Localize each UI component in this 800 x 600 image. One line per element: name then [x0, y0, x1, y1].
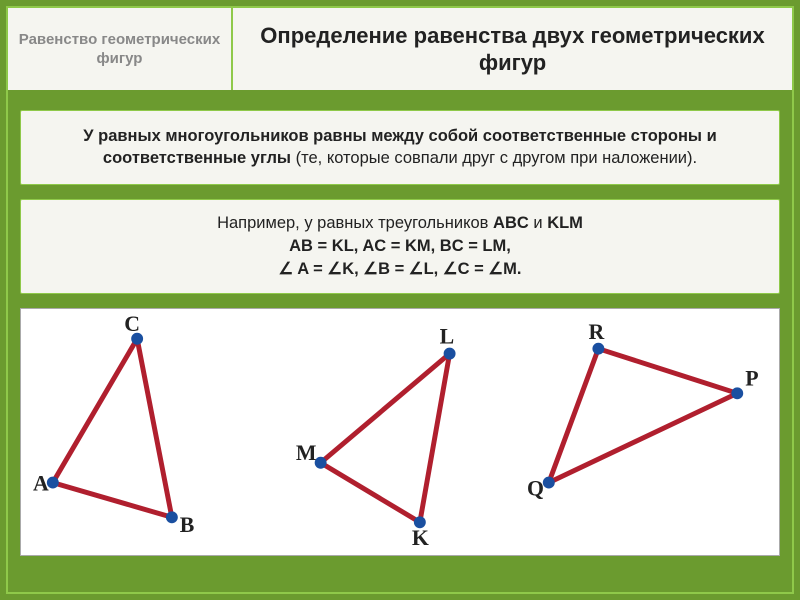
vertex-label: L	[440, 325, 455, 349]
triangle-edge	[321, 463, 420, 523]
triangle-edge	[53, 482, 172, 517]
vertex-label: Q	[527, 476, 544, 500]
vertex-dot	[444, 347, 456, 359]
example-line2: AB = KL, AC = KM, BC = LM,	[39, 235, 761, 258]
subtitle-text: Равенство геометрических фигур	[13, 30, 226, 69]
vertex-label: M	[296, 441, 317, 465]
example-line3: ∠ A = ∠K, ∠B = ∠L, ∠C = ∠M.	[39, 258, 761, 281]
vertex-label: K	[412, 526, 429, 550]
triangle-edge	[137, 339, 172, 518]
example-box: Например, у равных треугольников ABC и K…	[20, 199, 780, 294]
vertex-dot	[592, 343, 604, 355]
triangle-edge	[598, 348, 737, 393]
subtitle-tab: Равенство геометрических фигур	[8, 8, 233, 90]
vertex-dot	[731, 387, 743, 399]
triangle-edge	[420, 353, 450, 522]
header-row: Равенство геометрических фигур Определен…	[8, 8, 792, 90]
slide-frame: Равенство геометрических фигур Определен…	[6, 6, 794, 594]
definition-plain: (те, которые совпали друг с другом при н…	[296, 149, 697, 167]
vertex-dot	[543, 476, 555, 488]
vertex-dot	[166, 511, 178, 523]
vertex-label: B	[180, 513, 195, 537]
vertex-label: P	[745, 366, 758, 390]
vertex-label: C	[124, 312, 140, 336]
vertex-dot	[315, 457, 327, 469]
example-line1: Например, у равных треугольников ABC и K…	[39, 212, 761, 235]
triangle-edge	[53, 339, 137, 483]
triangle-edge	[321, 353, 450, 462]
vertex-label: R	[588, 320, 604, 344]
divider-band	[8, 90, 792, 110]
definition-box: У равных многоугольников равны между соб…	[20, 110, 780, 185]
vertex-label: A	[33, 471, 49, 495]
title-tab: Определение равенства двух геометрически…	[233, 8, 792, 90]
triangles-diagram: A B C K L M R P Q	[20, 308, 780, 556]
title-text: Определение равенства двух геометрически…	[253, 22, 772, 77]
